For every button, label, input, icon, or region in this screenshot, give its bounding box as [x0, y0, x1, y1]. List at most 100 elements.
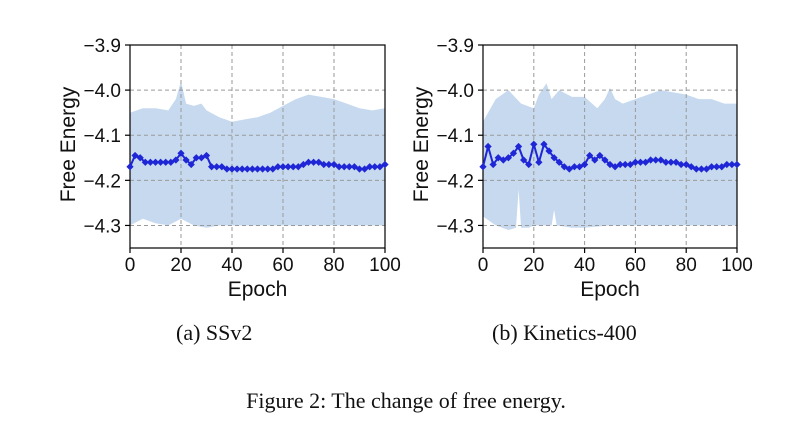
data-point — [258, 165, 267, 173]
data-point — [723, 160, 731, 169]
x-tick-label: 40 — [221, 255, 242, 276]
data-point — [207, 163, 216, 171]
data-point — [162, 158, 170, 166]
data-point — [514, 142, 523, 151]
y-tick-label: −4.0 — [83, 81, 121, 102]
y-tick-label: −3.9 — [83, 36, 121, 57]
data-point — [299, 160, 308, 169]
data-point — [580, 160, 589, 169]
data-point — [652, 156, 660, 164]
data-point — [601, 156, 609, 164]
data-point — [131, 151, 139, 160]
data-point — [136, 154, 144, 162]
data-point — [530, 140, 538, 148]
data-point — [606, 160, 614, 169]
data-point — [697, 165, 706, 173]
data-point — [692, 165, 700, 173]
data-point — [570, 163, 579, 171]
data-point — [146, 158, 155, 166]
data-point — [713, 163, 721, 171]
data-point — [687, 163, 695, 171]
y-tick-label: −4.1 — [436, 126, 474, 147]
data-point — [565, 165, 573, 173]
data-point — [335, 163, 343, 171]
data-point — [733, 160, 741, 169]
data-point — [550, 154, 558, 162]
y-tick-label: −4.2 — [436, 171, 474, 192]
data-point — [182, 156, 190, 164]
data-point — [560, 163, 568, 171]
y-axis-label: Free Energy — [410, 86, 433, 202]
data-point — [192, 154, 200, 162]
data-point — [616, 160, 624, 169]
data-point — [320, 160, 328, 169]
data-point — [702, 165, 711, 173]
chart-panel-a: 0 20 40 60 80 100 −3.9 −4.0 −4.1 −4.2 −4.3 Epoch Fre… — [57, 36, 401, 301]
data-point — [218, 163, 226, 171]
plot-frame — [129, 44, 386, 249]
data-point — [611, 163, 619, 171]
data-point — [151, 158, 160, 166]
data-point — [187, 160, 195, 169]
x-axis-label: Epoch — [228, 278, 288, 301]
data-point — [540, 140, 548, 148]
data-point — [172, 156, 180, 164]
data-point — [325, 160, 333, 169]
data-point — [718, 163, 726, 171]
data-point — [545, 147, 553, 155]
data-point — [647, 156, 655, 164]
data-point — [315, 158, 323, 166]
data-point — [238, 165, 246, 173]
data-point — [253, 165, 262, 173]
data-point — [279, 163, 287, 171]
data-point — [141, 158, 149, 166]
data-point — [156, 158, 165, 166]
data-point — [381, 160, 389, 169]
data-point — [591, 156, 599, 164]
x-tick-label: 100 — [369, 255, 401, 276]
data-point — [264, 165, 272, 173]
data-point — [682, 160, 690, 169]
data-point — [330, 160, 338, 169]
data-point — [355, 165, 364, 173]
y-axis-label: Free Energy — [57, 86, 80, 202]
data-point — [197, 154, 206, 162]
y-tick-label: −4.1 — [83, 126, 121, 147]
data-point — [484, 142, 492, 151]
data-point — [494, 154, 502, 162]
data-point — [662, 158, 670, 166]
data-point — [213, 163, 221, 171]
data-point — [371, 163, 379, 171]
data-point — [294, 163, 302, 171]
subcaption-b: (b) Kinetics-400 — [492, 320, 637, 345]
data-point — [233, 165, 241, 173]
x-tick-label: 0 — [125, 255, 136, 276]
x-tick-label: 80 — [676, 255, 697, 276]
data-point — [202, 151, 211, 160]
data-point — [269, 165, 277, 173]
x-tick-label: 20 — [170, 255, 191, 276]
data-point — [575, 163, 584, 171]
data-point — [636, 158, 645, 166]
data-point — [126, 163, 134, 171]
data-point — [309, 158, 318, 166]
x-tick-label: 0 — [478, 255, 489, 276]
x-tick-label: 60 — [272, 255, 293, 276]
data-point — [626, 160, 634, 169]
data-point — [509, 149, 518, 157]
x-tick-label: 40 — [574, 255, 595, 276]
data-point — [366, 163, 374, 171]
y-tick-label: −4.3 — [83, 216, 121, 237]
subcaption-a: (a) SSv2 — [176, 320, 253, 345]
data-point — [248, 165, 257, 173]
data-point — [631, 158, 640, 166]
data-point — [504, 154, 513, 162]
data-point — [728, 160, 736, 169]
figure-caption: Figure 2: The change of free energy. — [246, 388, 566, 413]
data-point — [243, 165, 251, 173]
data-point — [525, 160, 533, 169]
data-point — [284, 163, 292, 171]
x-axis-label: Epoch — [580, 278, 640, 301]
